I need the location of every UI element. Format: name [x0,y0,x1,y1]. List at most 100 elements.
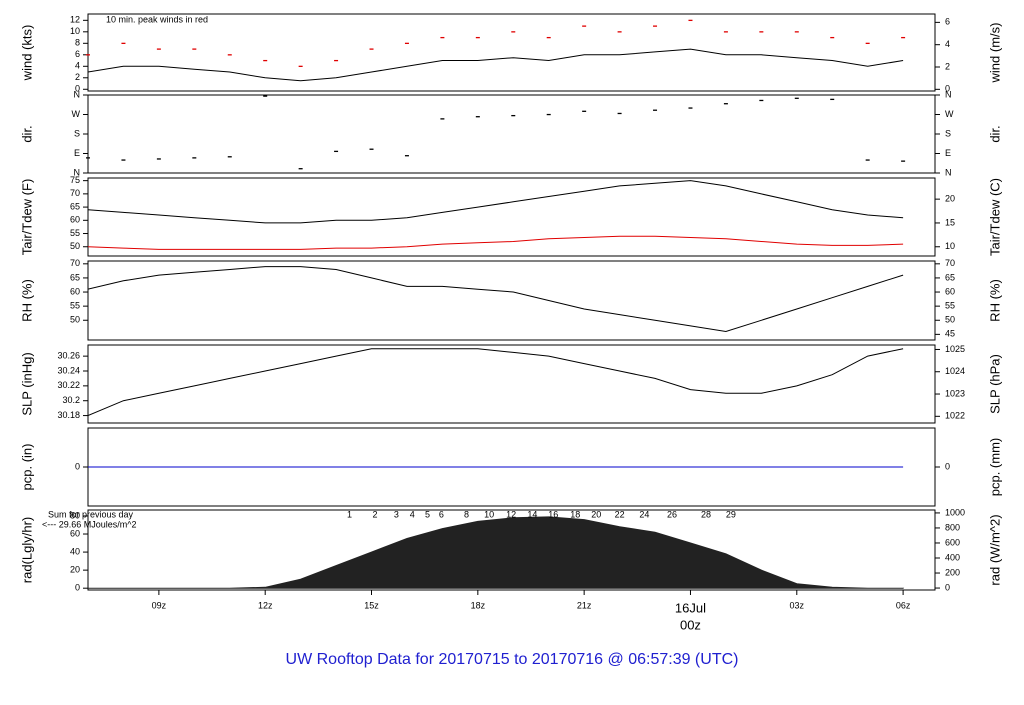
x-tick-label: 21z [577,600,592,610]
data-dash [369,48,374,50]
y-axis-label: wind (kts) [19,25,34,82]
data-dash [901,160,906,162]
y-tick-label: 60 [70,528,80,538]
data-dash [156,158,161,160]
y2-tick-label: 600 [945,537,960,547]
marker-label: 22 [615,509,625,519]
y2-tick-label: 6 [945,17,950,27]
y2-tick-label: 1024 [945,366,965,376]
y-tick-label: 30.18 [57,410,80,420]
x-tick-label: 03z [790,600,805,610]
marker-label: 28 [701,509,711,519]
data-dash [511,114,516,117]
data-dash [723,103,728,105]
x-tick-label: 06z [896,600,911,610]
y2-tick-label: E [945,148,951,158]
y-tick-label: 0 [75,461,80,471]
y2-axis-label: Tair/Tdew (C) [987,178,1002,256]
marker-label: 16 [548,509,558,519]
y-tick-label: 65 [70,272,80,282]
data-dash [759,99,764,102]
y-tick-label: 50 [70,315,80,325]
y2-tick-label: 0 [945,461,950,471]
y2-tick-label: N [945,167,952,177]
data-dash [298,168,303,170]
y-axis-label: SLP (inHg) [19,352,34,415]
y2-tick-label: 1000 [945,507,965,517]
panel-frame [87,177,936,257]
data-dash [723,31,728,33]
x-tick-label: 15z [364,600,379,610]
y2-tick-label: 20 [945,194,955,204]
y-tick-label: 55 [70,228,80,238]
marker-label: 8 [464,509,469,519]
y2-tick-label: 10 [945,241,955,251]
data-line [88,266,904,333]
data-dash [404,155,409,157]
data-line [88,235,904,250]
marker-label: 12 [506,509,516,519]
data-area [88,516,905,589]
y-tick-label: 40 [70,546,80,556]
y-axis-label: RH (%) [19,279,34,322]
y-tick-label: 75 [70,175,80,185]
marker-label: 29 [726,509,736,519]
data-dash [582,25,587,27]
y-tick-label: 0 [75,583,80,593]
page-title: UW Rooftop Data for 20170715 to 20170716… [286,651,739,668]
panel-frame [87,344,936,424]
data-dash [546,113,551,116]
data-dash [582,110,587,112]
marker-label: 10 [484,509,494,519]
y2-axis-label: RH (%) [987,279,1002,322]
data-dash [263,95,268,97]
data-dash [227,54,232,56]
y-tick-label: 50 [70,241,80,251]
y2-tick-label: W [945,109,954,119]
y-tick-label: 4 [75,61,80,71]
data-dash [86,54,90,56]
y2-tick-label: 60 [945,286,955,296]
y2-axis-label: dir. [987,125,1002,142]
data-dash [688,19,693,22]
data-dash [263,59,268,62]
y-tick-label: 70 [70,188,80,198]
data-line [88,48,904,82]
marker-label: 5 [425,509,430,519]
marker-label: 2 [373,509,378,519]
y2-tick-label: 4 [945,39,950,49]
marker-label: 14 [527,509,537,519]
y2-tick-label: 2 [945,61,950,71]
y2-tick-label: 65 [945,272,955,282]
x-tick-label: 09z [152,600,167,610]
y-tick-label: 12 [70,15,80,25]
data-dash [404,42,409,45]
y2-tick-label: 0 [945,582,950,592]
y2-tick-label: 1025 [945,344,965,354]
data-dash [794,31,799,33]
data-dash [334,59,339,62]
y2-tick-label: N [945,89,952,99]
y-tick-label: 20 [70,565,80,575]
y-tick-label: 60 [70,215,80,225]
y-tick-label: E [74,148,80,158]
y2-tick-label: 1022 [945,411,965,421]
marker-label: 3 [394,509,399,519]
y-tick-label: 10 [70,26,80,36]
marker-label: 20 [591,509,601,519]
marker-label: 24 [639,509,649,519]
panel-frame [87,509,936,591]
data-line [88,180,904,224]
data-dash [192,157,197,159]
y2-tick-label: 15 [945,217,955,227]
x-tick-label: 18z [471,600,486,610]
data-line [88,348,904,417]
data-dash [688,107,693,109]
marker-label: 26 [667,509,677,519]
y2-tick-label: 45 [945,329,955,339]
y2-axis-label: pcp. (mm) [987,438,1002,497]
data-dash [617,112,622,115]
data-dash [192,48,197,50]
y-tick-label: 0 [75,84,80,94]
